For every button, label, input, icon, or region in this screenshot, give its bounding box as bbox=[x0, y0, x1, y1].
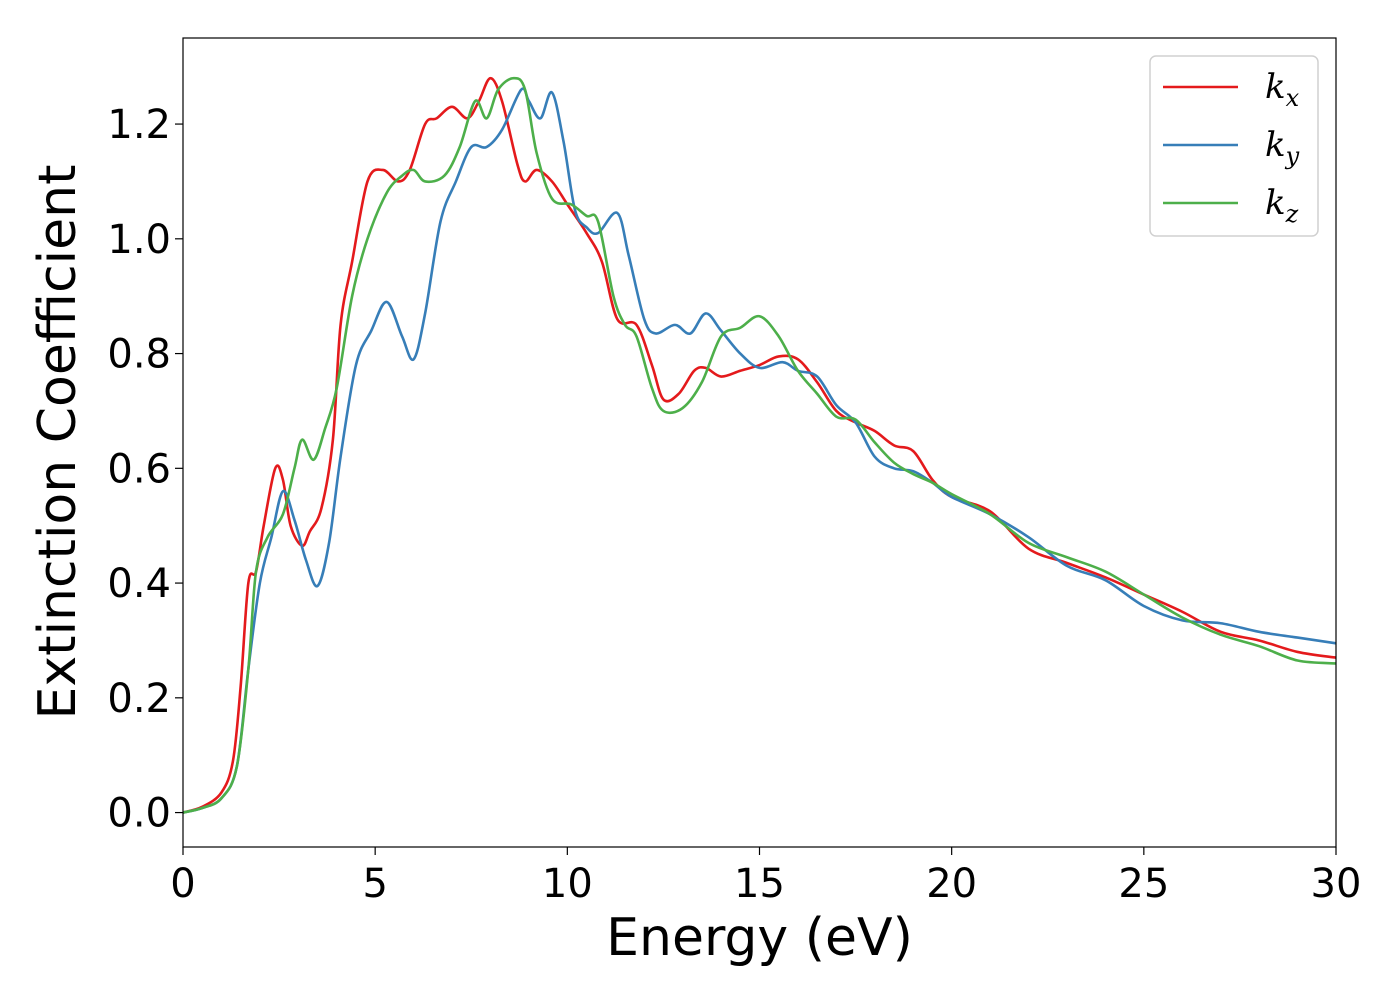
x-axis-ticks: 0 5 10 15 20 25 30 bbox=[170, 847, 1361, 907]
x-tick-label: 10 bbox=[542, 861, 593, 907]
series-line-k-x bbox=[182, 76, 1337, 814]
y-axis-label: Extinction Coefficient bbox=[28, 165, 88, 720]
x-tick-label: 30 bbox=[1311, 861, 1362, 907]
y-tick-label: 0.8 bbox=[107, 332, 171, 378]
y-tick-label: 1.0 bbox=[107, 217, 171, 263]
series-layer bbox=[182, 76, 1337, 814]
y-tick-label: 1.2 bbox=[107, 102, 171, 148]
y-axis-ticks: 0.0 0.2 0.4 0.6 0.8 1.0 1.2 bbox=[107, 102, 183, 837]
x-tick-label: 0 bbox=[170, 861, 195, 907]
y-tick-label: 0.0 bbox=[107, 791, 171, 837]
y-tick-label: 0.2 bbox=[107, 676, 171, 722]
y-tick-label: 0.6 bbox=[107, 446, 171, 492]
series-line-k-z bbox=[182, 76, 1337, 814]
x-tick-label: 20 bbox=[926, 861, 977, 907]
y-tick-label: 0.4 bbox=[107, 561, 171, 607]
series-line-k-y bbox=[182, 87, 1337, 814]
x-tick-label: 5 bbox=[362, 861, 387, 907]
plot-background bbox=[183, 38, 1336, 847]
x-tick-label: 25 bbox=[1118, 861, 1169, 907]
x-tick-label: 15 bbox=[734, 861, 785, 907]
x-axis-label: Energy (eV) bbox=[606, 908, 913, 968]
